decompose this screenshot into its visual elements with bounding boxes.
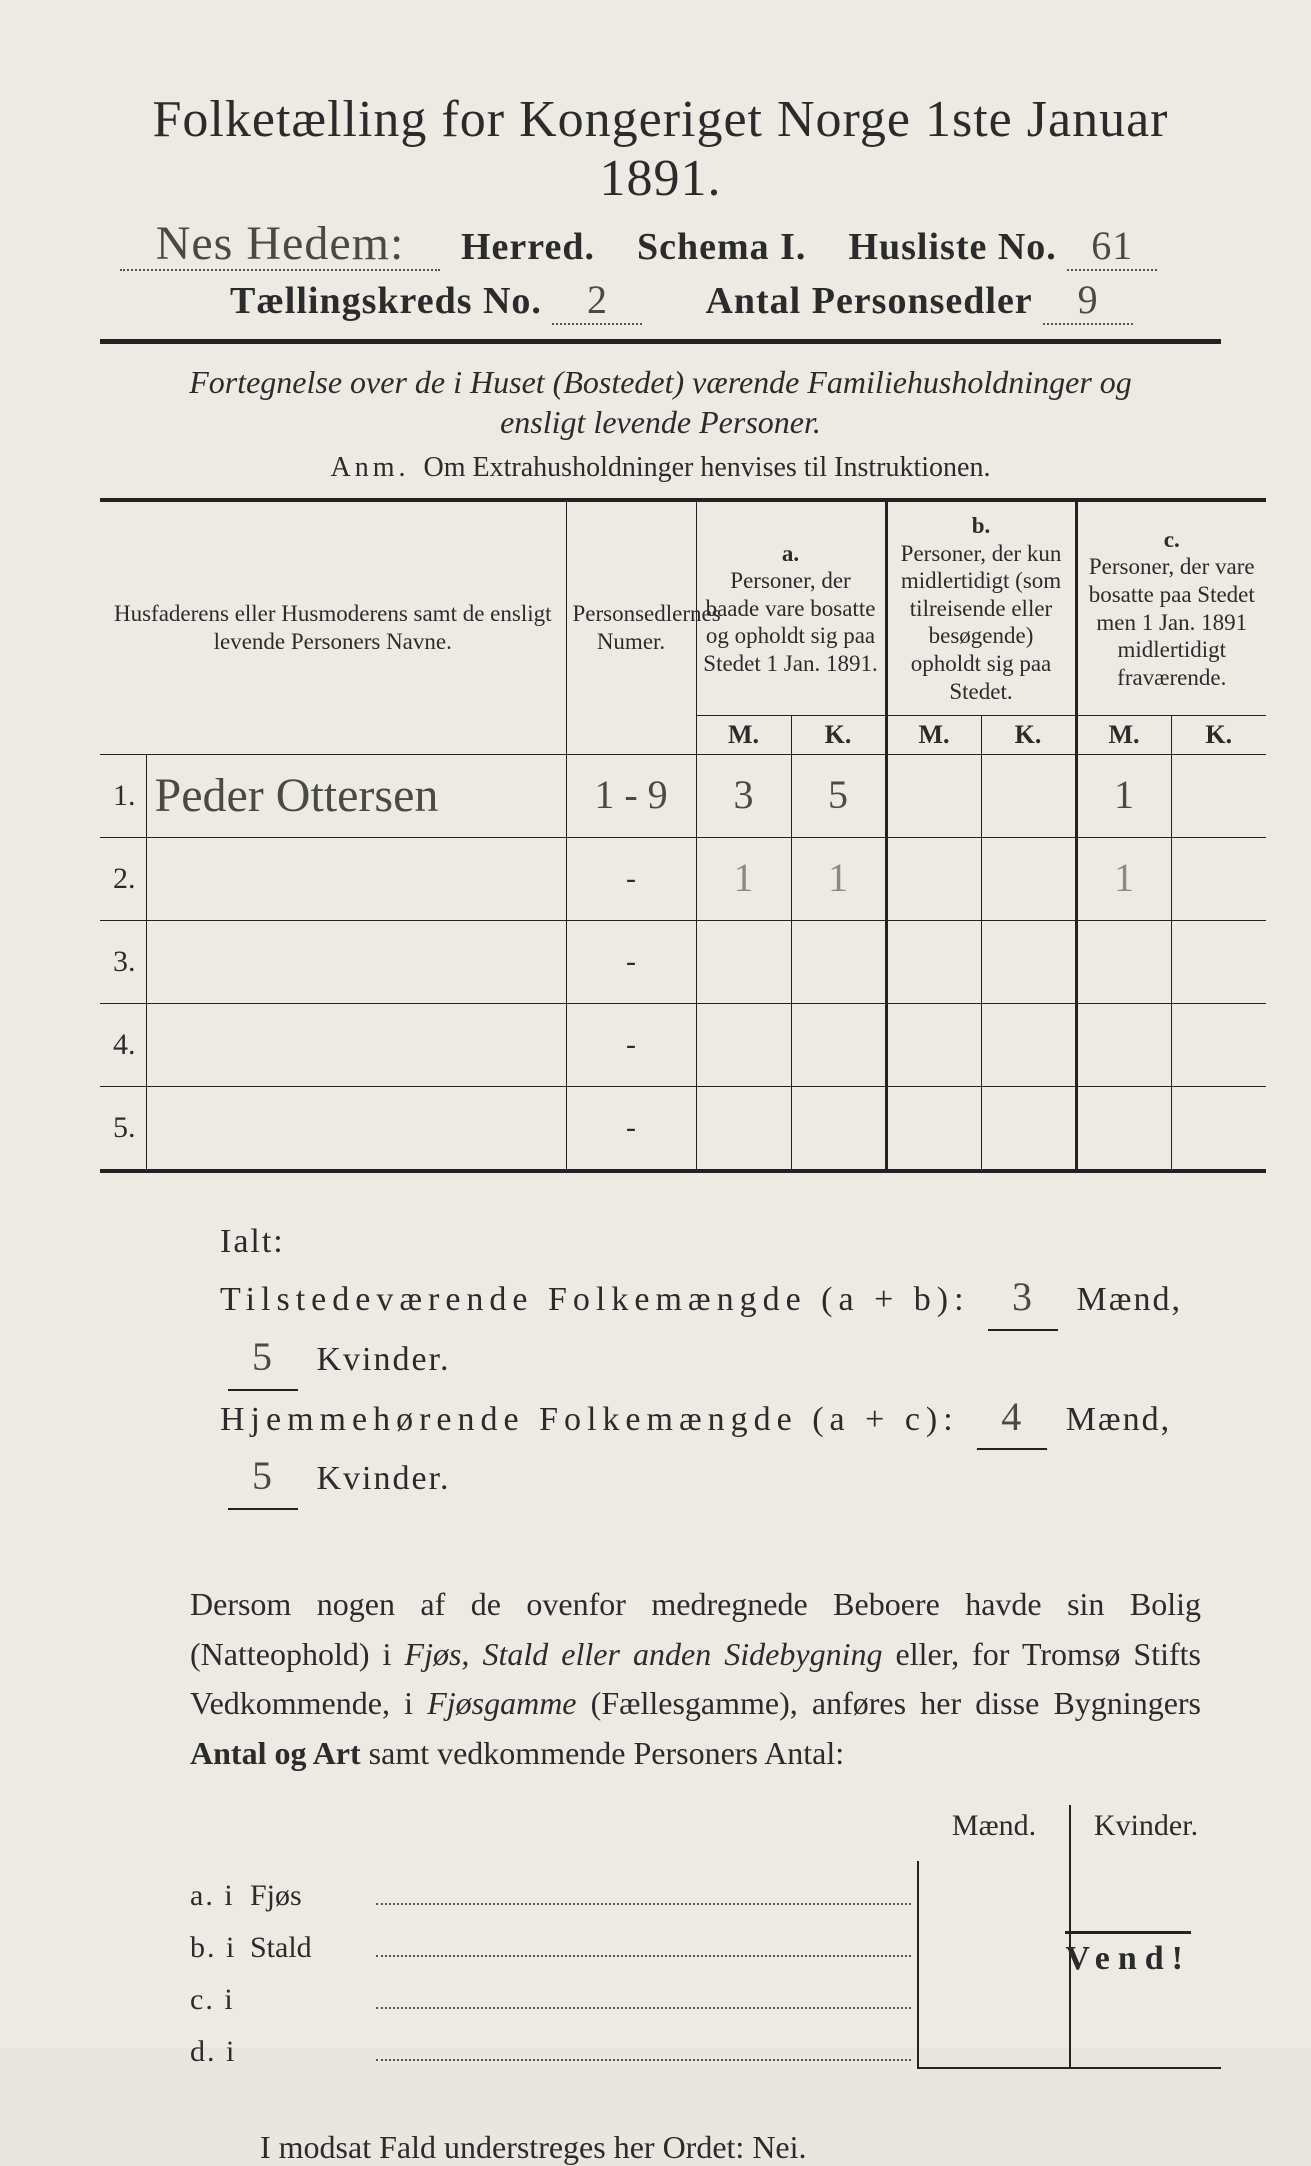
row-sedler: - bbox=[566, 1087, 696, 1172]
row-b-m bbox=[886, 755, 981, 838]
row-num: 4. bbox=[100, 1004, 146, 1087]
table-row: 5. - bbox=[100, 1087, 1266, 1172]
a-m-label: M. bbox=[696, 716, 791, 755]
outbuildings-row: a. i Fjøs bbox=[190, 1861, 1221, 1913]
row-a-m bbox=[696, 921, 791, 1004]
ialt-heading: Ialt: bbox=[220, 1213, 1221, 1271]
outbuildings-header: Mænd. Kvinder. bbox=[190, 1809, 1221, 1861]
row-c-m bbox=[1076, 921, 1171, 1004]
kreds-value: 2 bbox=[587, 282, 608, 318]
anm-label: Anm. bbox=[331, 452, 410, 483]
ialt-line-ab: Tilstedeværende Folkemængde (a + b): 3 M… bbox=[220, 1271, 1221, 1391]
row-b-k bbox=[981, 1004, 1076, 1087]
table-row: 2. - 1 1 1 bbox=[100, 838, 1266, 921]
ialt-ab-k: 5 bbox=[252, 1339, 274, 1375]
table-row: 1. Peder Ottersen 1 - 9 3 5 1 bbox=[100, 755, 1266, 838]
row-c-k bbox=[1171, 755, 1266, 838]
outbuildings-table: Mænd. Kvinder. a. i Fjøs b. i Stald c. i… bbox=[100, 1809, 1221, 2069]
row-sedler: 1 - 9 bbox=[566, 755, 696, 838]
ialt-ac-m: 4 bbox=[1001, 1399, 1023, 1435]
row-a-m bbox=[696, 1087, 791, 1172]
row-b-k bbox=[981, 755, 1076, 838]
kreds-label: Tællingskreds No. bbox=[230, 280, 542, 322]
row-c-k bbox=[1171, 921, 1266, 1004]
row-c-m bbox=[1076, 1004, 1171, 1087]
subheading: Fortegnelse over de i Huset (Bostedet) v… bbox=[160, 362, 1161, 442]
row-name bbox=[146, 921, 566, 1004]
row-name: Peder Ottersen bbox=[146, 755, 566, 838]
row-c-m: 1 bbox=[1076, 838, 1171, 921]
herred-label: Herred. bbox=[461, 226, 595, 268]
row-a-k bbox=[791, 921, 886, 1004]
antal-label: Antal Personsedler bbox=[705, 280, 1032, 322]
row-num: 2. bbox=[100, 838, 146, 921]
row-c-k bbox=[1171, 838, 1266, 921]
row-a-k bbox=[791, 1087, 886, 1172]
row-sedler: - bbox=[566, 1004, 696, 1087]
vend-label: Vend! bbox=[1065, 1931, 1191, 1978]
group-c-header: c. Personer, der vare bosatte paa Stedet… bbox=[1076, 500, 1266, 716]
col-names-header: Husfaderens eller Husmoderens samt de en… bbox=[100, 500, 566, 755]
group-b-header: b. Personer, der kun midlertidigt (som t… bbox=[886, 500, 1076, 716]
schema-label: Schema I. bbox=[637, 226, 806, 268]
husliste-value: 61 bbox=[1091, 228, 1133, 264]
husliste-label: Husliste No. bbox=[848, 226, 1056, 268]
instructions-paragraph: Dersom nogen af de ovenfor medregnede Be… bbox=[100, 1580, 1221, 1778]
row-b-m bbox=[886, 1087, 981, 1172]
row-c-m: 1 bbox=[1076, 755, 1171, 838]
herred-value: Nes Hedem: bbox=[156, 222, 405, 265]
ialt-ac-k: 5 bbox=[252, 1458, 274, 1494]
row-c-m bbox=[1076, 1087, 1171, 1172]
row-b-m bbox=[886, 921, 981, 1004]
row-name bbox=[146, 838, 566, 921]
row-sedler: - bbox=[566, 921, 696, 1004]
b-k-label: K. bbox=[981, 716, 1076, 755]
row-a-m: 1 bbox=[696, 838, 791, 921]
row-b-k bbox=[981, 1087, 1076, 1172]
ialt-ab-m: 3 bbox=[1012, 1279, 1034, 1315]
row-a-k: 1 bbox=[791, 838, 886, 921]
c-m-label: M. bbox=[1076, 716, 1171, 755]
row-c-k bbox=[1171, 1087, 1266, 1172]
row-num: 3. bbox=[100, 921, 146, 1004]
ialt-block: Ialt: Tilstedeværende Folkemængde (a + b… bbox=[100, 1213, 1221, 1510]
row-a-k: 5 bbox=[791, 755, 886, 838]
census-form-page: Folketælling for Kongeriget Norge 1ste J… bbox=[0, 0, 1311, 2048]
anm-line: Anm. Om Extrahusholdninger henvises til … bbox=[100, 452, 1221, 484]
row-sedler: - bbox=[566, 838, 696, 921]
col-num-header: Personsedlernes Numer. bbox=[566, 500, 696, 755]
page-title: Folketælling for Kongeriget Norge 1ste J… bbox=[100, 90, 1221, 208]
row-b-m bbox=[886, 1004, 981, 1087]
outbuildings-row: d. i bbox=[190, 2017, 1221, 2069]
row-name bbox=[146, 1087, 566, 1172]
row-num: 5. bbox=[100, 1087, 146, 1172]
table-row: 4. - bbox=[100, 1004, 1266, 1087]
ialt-line-ac: Hjemmehørende Folkemængde (a + c): 4 Mæn… bbox=[220, 1391, 1221, 1511]
row-c-k bbox=[1171, 1004, 1266, 1087]
maend-label: Mænd. bbox=[919, 1805, 1069, 1861]
row-a-m bbox=[696, 1004, 791, 1087]
main-table: Husfaderens eller Husmoderens samt de en… bbox=[100, 498, 1266, 1173]
modsat-line: I modsat Fald understreges her Ordet: Ne… bbox=[100, 2129, 1221, 2166]
row-b-k bbox=[981, 838, 1076, 921]
table-row: 3. - bbox=[100, 921, 1266, 1004]
row-a-k bbox=[791, 1004, 886, 1087]
b-m-label: M. bbox=[886, 716, 981, 755]
antal-value: 9 bbox=[1078, 282, 1099, 318]
header-line-3: Tællingskreds No. 2 Antal Personsedler 9 bbox=[100, 279, 1221, 325]
rule-1 bbox=[100, 339, 1221, 344]
row-a-m: 3 bbox=[696, 755, 791, 838]
row-b-k bbox=[981, 921, 1076, 1004]
kvinder-label: Kvinder. bbox=[1069, 1805, 1221, 1861]
c-k-label: K. bbox=[1171, 716, 1266, 755]
header-line-2: Nes Hedem: Herred. Schema I. Husliste No… bbox=[100, 222, 1221, 271]
anm-text: Om Extrahusholdninger henvises til Instr… bbox=[424, 452, 991, 483]
row-num: 1. bbox=[100, 755, 146, 838]
row-name bbox=[146, 1004, 566, 1087]
row-b-m bbox=[886, 838, 981, 921]
group-a-header: a. Personer, der baade vare bosatte og o… bbox=[696, 500, 886, 716]
a-k-label: K. bbox=[791, 716, 886, 755]
